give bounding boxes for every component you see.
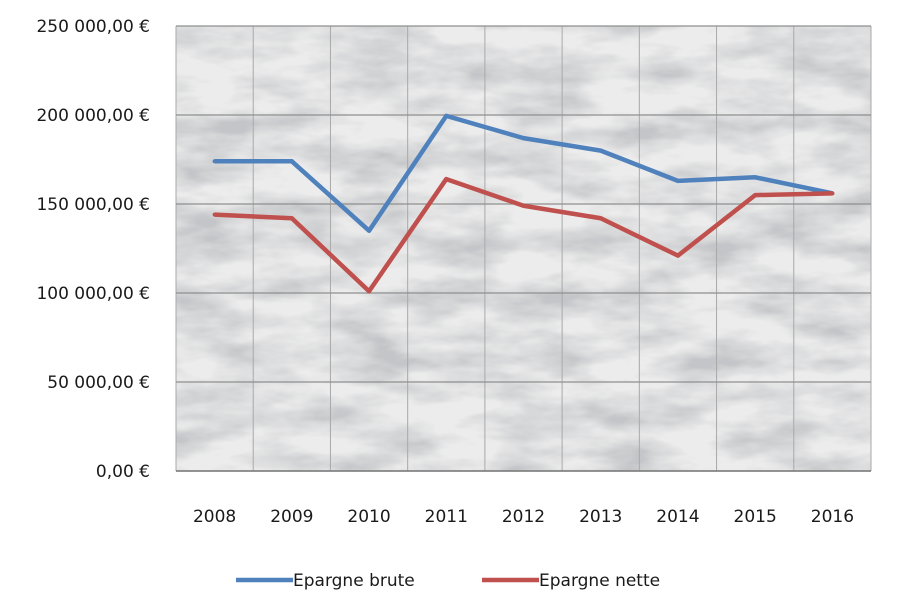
- x-tick-label: 2009: [270, 507, 313, 527]
- x-tick-label: 2016: [811, 507, 854, 527]
- data-point-epargne-nette: [753, 193, 758, 198]
- y-tick-label: 150 000,00 €: [36, 195, 150, 215]
- data-point-epargne-brute: [367, 228, 372, 233]
- x-tick-label: 2015: [734, 507, 777, 527]
- y-tick-label: 200 000,00 €: [36, 106, 150, 126]
- data-point-epargne-brute: [753, 175, 758, 180]
- y-tick-label: 0,00 €: [96, 462, 150, 482]
- data-point-epargne-brute: [212, 159, 217, 164]
- legend-label: Epargne nette: [539, 571, 660, 591]
- legend-label: Epargne brute: [293, 571, 415, 591]
- data-point-epargne-nette: [830, 191, 835, 196]
- plot-area-background: [176, 26, 871, 471]
- x-tick-label: 2014: [656, 507, 699, 527]
- legend-item: Epargne brute: [236, 571, 415, 591]
- y-tick-label: 250 000,00 €: [36, 17, 150, 37]
- data-point-epargne-brute: [444, 113, 449, 118]
- x-tick-label: 2010: [347, 507, 390, 527]
- data-point-epargne-brute: [289, 159, 294, 164]
- data-point-epargne-nette: [675, 253, 680, 258]
- data-point-epargne-brute: [598, 148, 603, 153]
- data-point-epargne-nette: [444, 177, 449, 182]
- x-tick-label: 2011: [425, 507, 468, 527]
- x-tick-label: 2013: [579, 507, 622, 527]
- data-point-epargne-brute: [675, 178, 680, 183]
- x-tick-label: 2012: [502, 507, 545, 527]
- data-point-epargne-nette: [289, 216, 294, 221]
- data-point-epargne-nette: [598, 216, 603, 221]
- x-tick-label: 2008: [193, 507, 236, 527]
- data-point-epargne-brute: [521, 136, 526, 141]
- data-point-epargne-nette: [367, 289, 372, 294]
- data-point-epargne-nette: [521, 203, 526, 208]
- data-point-epargne-nette: [212, 212, 217, 217]
- y-tick-label: 100 000,00 €: [36, 284, 150, 304]
- legend-item: Epargne nette: [482, 571, 660, 591]
- y-tick-label: 50 000,00 €: [47, 373, 150, 393]
